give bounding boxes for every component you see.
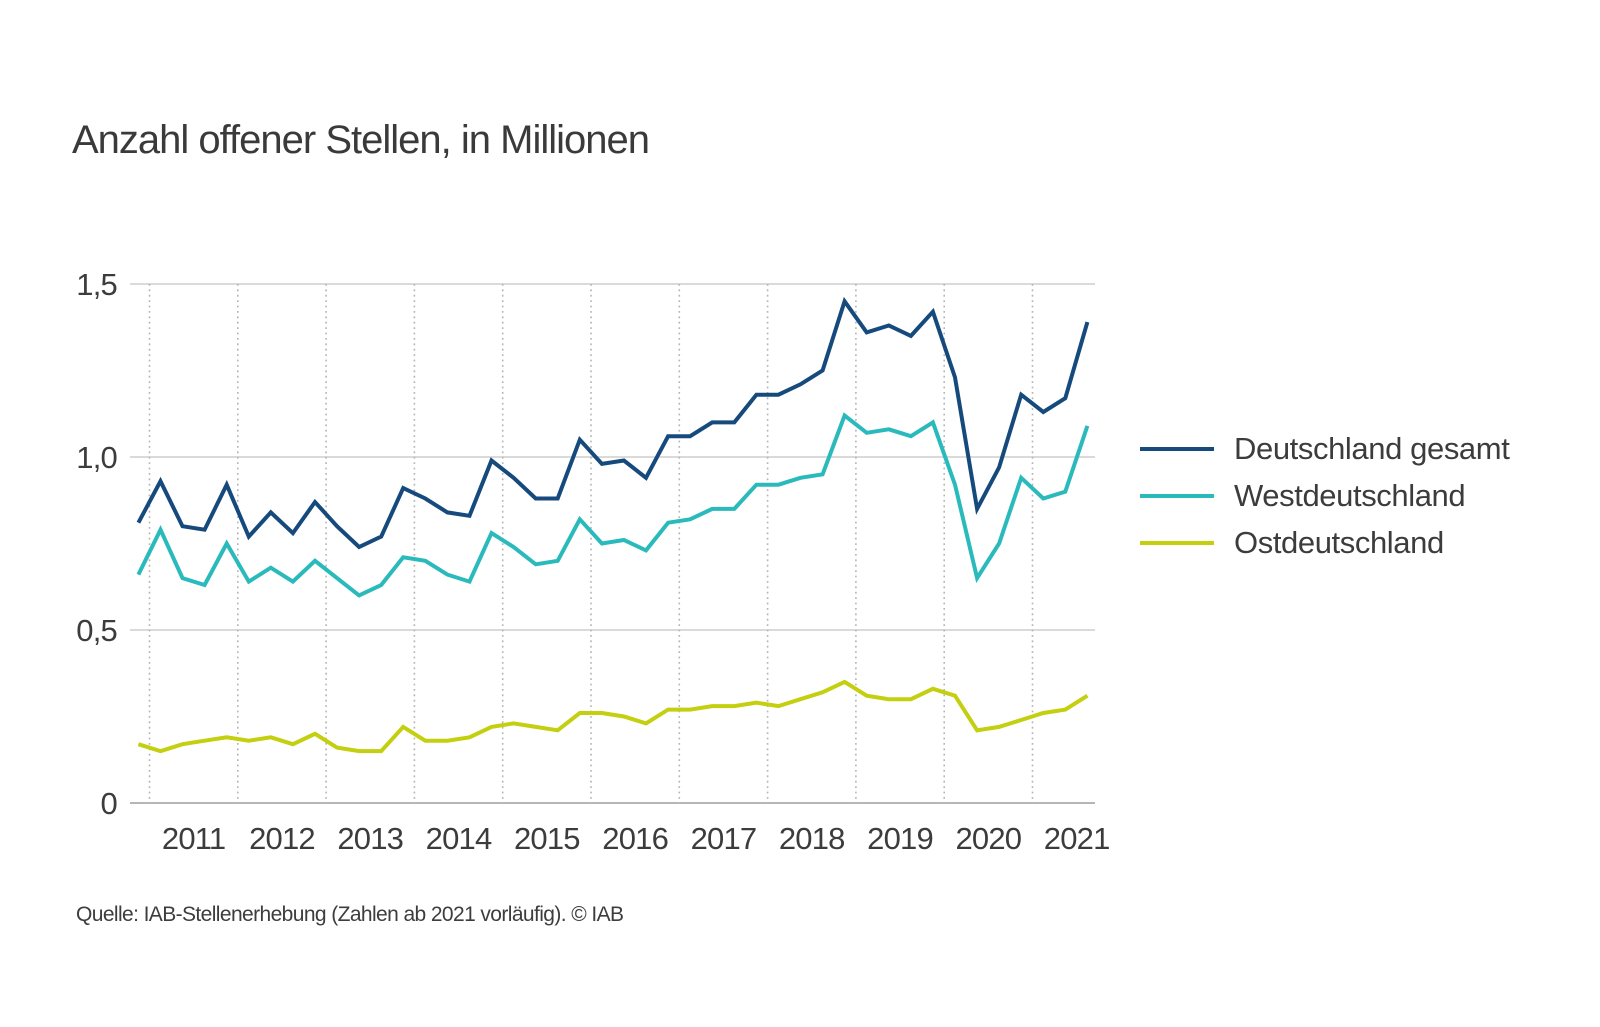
legend-line-swatch [1140, 494, 1214, 498]
series-line-ostdeutschland [137, 679, 1089, 754]
x-axis-year-label: 2011 [162, 821, 225, 856]
legend-label: Ostdeutschland [1234, 525, 1444, 560]
series-line-westdeutschland [136, 412, 1090, 598]
x-axis-year-label: 2015 [514, 821, 580, 856]
legend-item: Ostdeutschland [1140, 525, 1509, 560]
x-axis-year-label: 2014 [426, 821, 492, 856]
legend-line-swatch [1140, 541, 1214, 545]
x-axis-year-label: 2018 [779, 821, 845, 856]
source-note: Quelle: IAB-Stellenerhebung (Zahlen ab 2… [76, 903, 624, 926]
legend-label: Deutschland gesamt [1234, 431, 1510, 466]
legend-label: Westdeutschland [1234, 478, 1466, 513]
y-axis-tick-label: 1,0 [76, 440, 117, 475]
legend-line-swatch [1140, 447, 1214, 451]
chart-title: Anzahl offener Stellen, in Millionen [72, 118, 650, 162]
series-line-deutschland-gesamt [136, 296, 1090, 550]
x-axis-year-label: 2016 [602, 821, 668, 856]
legend: Deutschland gesamt Westdeutschland Ostdeut… [1140, 431, 1510, 573]
x-axis-year-label: 2020 [955, 821, 1021, 856]
x-axis-year-label: 2013 [337, 821, 403, 856]
x-axis-year-label: 2017 [691, 821, 757, 856]
legend-item: Deutschland gesamt [1140, 431, 1510, 466]
x-axis-year-label: 2019 [867, 821, 933, 856]
legend-item: Westdeutschland [1140, 478, 1509, 513]
x-axis-year-label: 2012 [249, 821, 315, 856]
y-axis-tick-label: 0,5 [76, 613, 117, 648]
y-axis-tick-label: 0 [101, 786, 118, 821]
x-axis-year-label: 2021 [1044, 821, 1110, 856]
y-axis-tick-label: 1,5 [76, 267, 117, 302]
